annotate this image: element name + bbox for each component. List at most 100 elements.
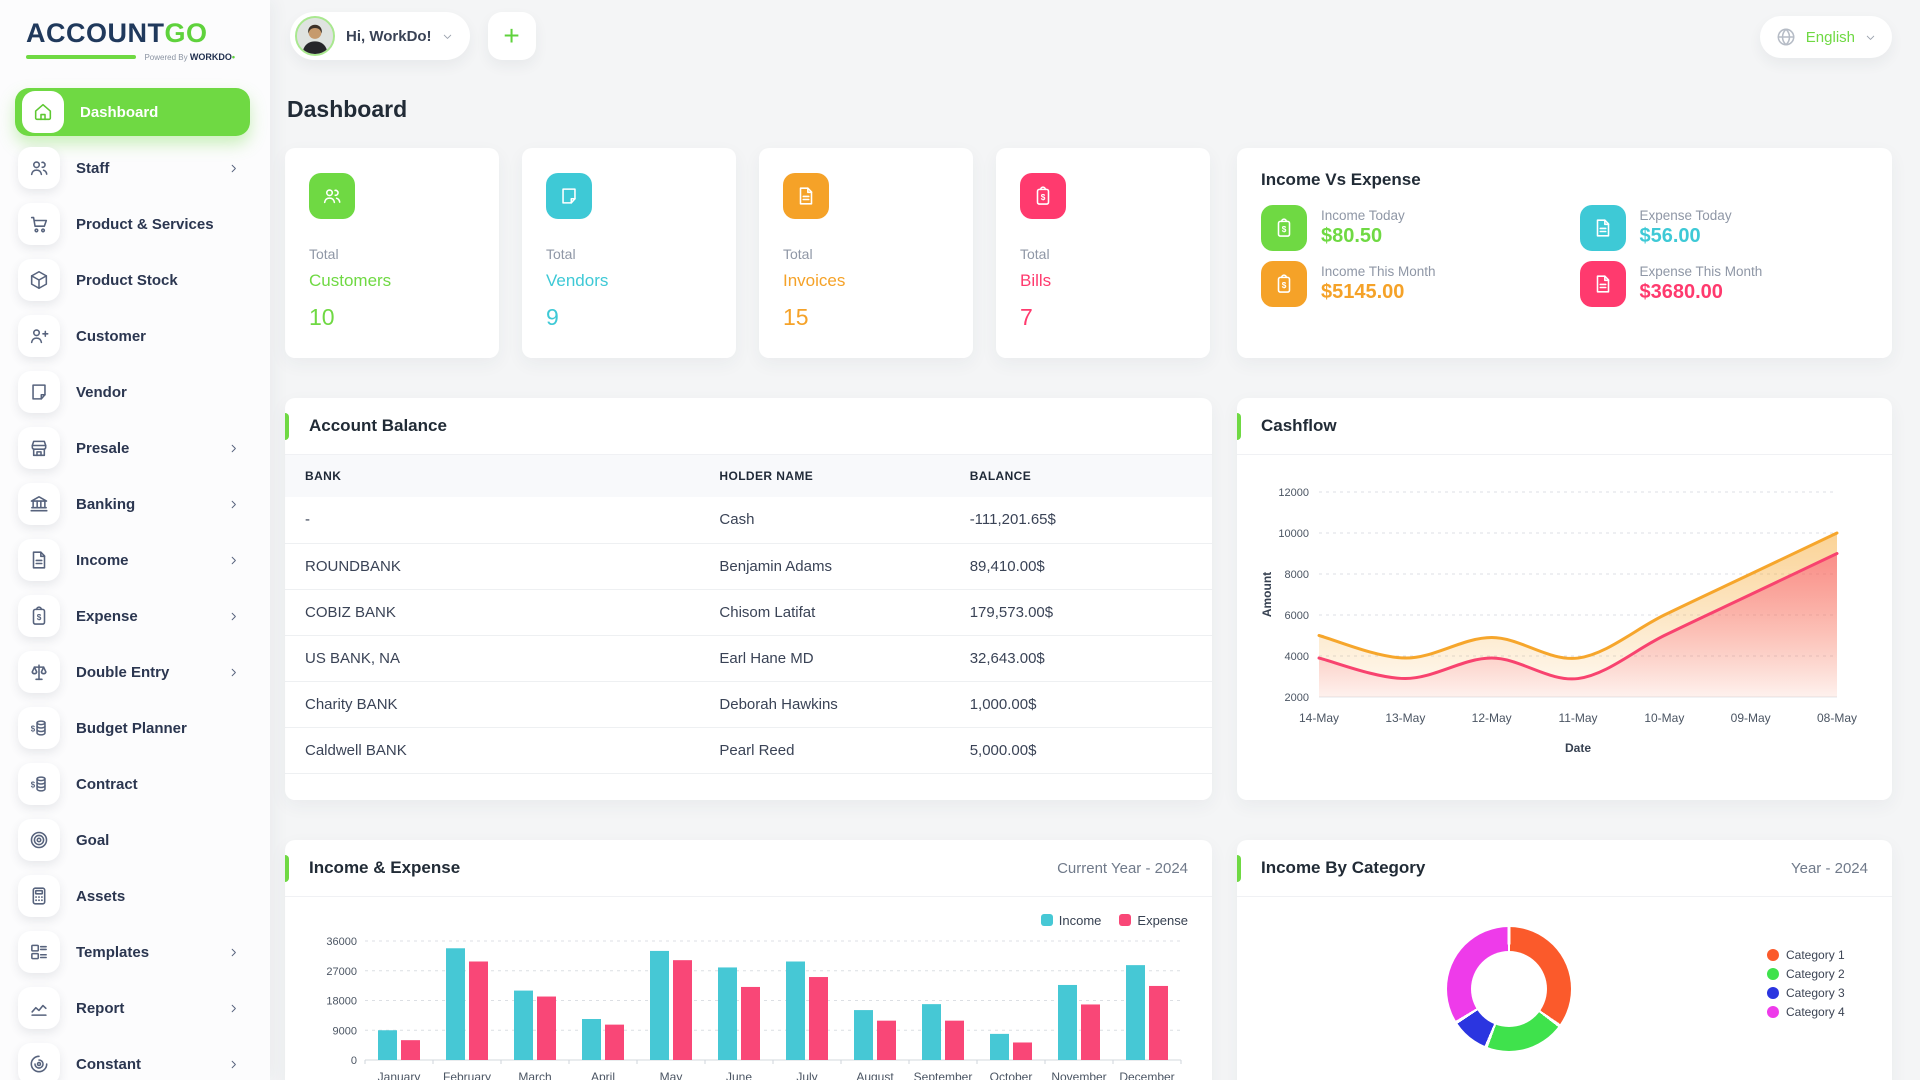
donut-legend-item[interactable]: Category 1 [1767, 945, 1845, 964]
bottom-row: Income & Expense Current Year - 2024 Inc… [285, 840, 1892, 1080]
svg-text:October: October [990, 1070, 1033, 1080]
sidebar-item-label: Dashboard [80, 103, 159, 121]
app-logo[interactable]: ACCOUNTGO Powered By WORKDO• [0, 0, 235, 62]
sidebar-item-constant[interactable]: Constant [15, 1040, 250, 1080]
account-balance-table: BANK HOLDER NAME BALANCE - Cash -111,201.65$… [285, 455, 1212, 774]
sidebar-item-assets[interactable]: Assets [15, 872, 250, 920]
cart-icon-box [18, 203, 60, 245]
sidebar-item-vendor[interactable]: Vendor [15, 368, 250, 416]
page-title: Dashboard [287, 96, 408, 122]
svg-text:36000: 36000 [326, 936, 357, 948]
sidebar-item-banking[interactable]: Banking [15, 480, 250, 528]
sidebar-item-budget-planner[interactable]: $ Budget Planner [15, 704, 250, 752]
donut-legend-item[interactable]: Category 3 [1767, 983, 1845, 1002]
ive-value: $80.50 [1321, 225, 1383, 247]
sidebar-item-label: Staff [76, 159, 110, 177]
svg-text:February: February [443, 1070, 491, 1080]
chevron-down-icon [1864, 31, 1877, 44]
cell-holder: Earl Hane MD [711, 635, 962, 682]
cashflow-card: Cashflow 2000 4000 6000 8000 10000 12000 14-Ma… [1237, 398, 1892, 800]
sidebar-item-label: Budget Planner [76, 719, 187, 737]
user-plus-icon-box [18, 315, 60, 357]
ive-item-income-this-month: $ Income This Month $5145.00 [1261, 261, 1550, 307]
sidebar-item-staff[interactable]: Staff [15, 144, 250, 192]
svg-text:8000: 8000 [1285, 569, 1309, 581]
stat-card-vendors: Total Vendors 9 [522, 148, 736, 358]
cell-holder: Chisom Latifat [711, 589, 962, 636]
svg-text:March: March [518, 1070, 551, 1080]
income-by-category-title: Income By Category [1261, 858, 1426, 877]
legend-dot [1767, 948, 1779, 961]
legend-item-income[interactable]: Income [1040, 913, 1101, 928]
account-balance-title: Account Balance [309, 416, 447, 435]
chevron-right-icon [227, 498, 240, 511]
donut-legend-item[interactable]: Category 4 [1767, 1002, 1845, 1021]
sidebar-item-label: Templates [76, 943, 150, 961]
file-icon-box [18, 539, 60, 581]
chevron-down-icon [441, 30, 454, 43]
sidebar-item-product-services[interactable]: Product & Services [15, 200, 250, 248]
svg-text:$: $ [37, 613, 42, 622]
donut-legend: Category 1 Category 2 Category 3 Category 4 [1767, 945, 1845, 1021]
clipboard-dollar-icon: $ [32, 606, 46, 625]
chevron-right-icon [231, 612, 236, 620]
bank-icon [30, 496, 48, 512]
sidebar-item-presale[interactable]: Presale [15, 424, 250, 472]
sidebar-item-goal[interactable]: Goal [15, 816, 250, 864]
donut-legend-item[interactable]: Category 2 [1767, 964, 1845, 983]
ive-icon-box [1579, 205, 1626, 251]
file-icon [799, 187, 813, 205]
logo-tagline: Powered By WORKDO• [144, 52, 235, 62]
card-accent [1237, 413, 1241, 440]
cell-bank: COBIZ BANK [285, 589, 712, 636]
sidebar-item-contract[interactable]: $ Contract [15, 760, 250, 808]
ive-item-expense-today: Expense Today $56.00 [1579, 205, 1869, 251]
clipboard-dollar-icon: $ [1277, 274, 1291, 293]
layout-icon-box [18, 931, 60, 973]
sidebar-item-double-entry[interactable]: Double Entry [15, 648, 250, 696]
card-accent [285, 413, 289, 440]
ive-value: $56.00 [1639, 225, 1701, 247]
chevron-right-icon [231, 668, 236, 676]
sidebar-item-customer[interactable]: Customer [15, 312, 250, 360]
cell-balance: 1,000.00$ [961, 681, 1212, 728]
svg-text:4000: 4000 [1285, 651, 1309, 663]
stat-prefix: Total [546, 246, 576, 262]
svg-text:$: $ [1282, 225, 1287, 234]
stat-cards: Total Customers 10 Total Vendors 9 Total Invoic… [285, 148, 1212, 358]
svg-text:Amount: Amount [1260, 572, 1274, 617]
sidebar-item-templates[interactable]: Templates [15, 928, 250, 976]
sidebar-item-income[interactable]: Income [15, 536, 250, 584]
table-row: ROUNDBANK Benjamin Adams 89,410.00$ [285, 543, 1212, 590]
ive-item-income-today: $ Income Today $80.50 [1261, 205, 1550, 251]
topbar: Hi, WorkDo! + [290, 12, 536, 60]
sidebar-item-product-stock[interactable]: Product Stock [15, 256, 250, 304]
svg-text:April: April [591, 1070, 615, 1080]
sidebar-item-expense[interactable]: $ Expense [15, 592, 250, 640]
quick-add-button[interactable]: + [487, 12, 536, 60]
language-selector[interactable]: English [1759, 16, 1892, 58]
stat-prefix: Total [309, 246, 339, 262]
user-greeting: Hi, WorkDo! [346, 27, 432, 45]
legend-item-expense[interactable]: Expense [1119, 913, 1188, 928]
legend-label: Category 4 [1786, 1004, 1845, 1019]
column-header: BANK [285, 455, 712, 497]
ive-label: Income Today [1321, 208, 1405, 223]
sidebar-item-report[interactable]: Report [15, 984, 250, 1032]
cashflow-title: Cashflow [1261, 416, 1337, 435]
stat-label: Bills [1020, 271, 1052, 290]
sidebar-item-dashboard[interactable]: Dashboard [15, 88, 250, 136]
chevron-right-icon [231, 444, 236, 452]
legend-dot [1767, 1005, 1779, 1018]
income-vs-expense-card: Income Vs Expense $ Income Today $80.50 Exp… [1237, 148, 1892, 358]
cube-icon [30, 270, 48, 290]
user-menu-button[interactable]: Hi, WorkDo! [290, 12, 470, 60]
users-icon-box [18, 147, 60, 189]
chevron-down-icon [1866, 35, 1875, 40]
chevron-right-icon [227, 946, 240, 959]
cell-balance: -111,201.65$ [961, 497, 1212, 544]
svg-text:June: June [726, 1070, 752, 1080]
store-icon-box [18, 427, 60, 469]
chart-line-icon [31, 1004, 47, 1016]
column-header: BALANCE [961, 455, 1212, 497]
